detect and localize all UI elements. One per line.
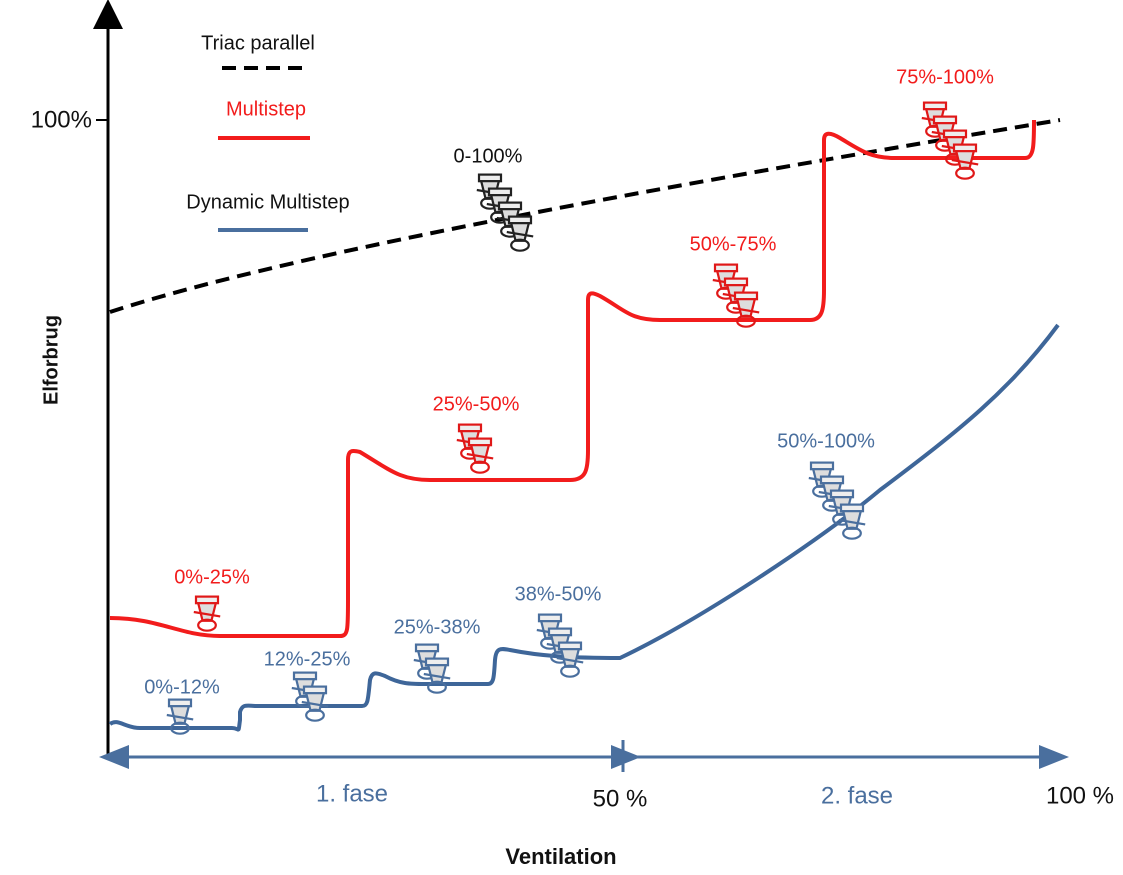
dynamic-label: 0%-12% — [144, 676, 220, 698]
fan-icon — [300, 685, 330, 722]
legend-label: Multistep — [226, 98, 306, 120]
x-label: 2. fase — [821, 782, 893, 809]
multistep-label: 0%-25% — [174, 566, 250, 588]
multistep-label: 50%-75% — [690, 233, 777, 255]
multistep-curve — [109, 119, 1036, 638]
multistep-label: 25%-50% — [433, 393, 520, 415]
y-tick-label: 100% — [31, 106, 92, 133]
fan-icon — [192, 595, 222, 632]
dynamic-label: 25%-38% — [394, 616, 481, 638]
dynamic-label: 50%-100% — [777, 430, 875, 452]
fan-icon — [837, 503, 867, 540]
triac-label: 0-100% — [454, 145, 523, 167]
fan-icon — [555, 641, 585, 678]
x-label: 1. fase — [316, 780, 388, 807]
dynamic-label: 38%-50% — [515, 583, 602, 605]
x-label: 50 % — [593, 785, 648, 812]
fan-icon — [465, 437, 495, 474]
fan-icon — [950, 143, 980, 180]
dynamic-label: 12%-25% — [264, 648, 351, 670]
fan-icon — [422, 657, 452, 694]
legend-label: Triac parallel — [201, 32, 315, 54]
x-label: 100 % — [1046, 782, 1114, 809]
legend-label: Dynamic Multistep — [186, 191, 349, 213]
y-axis-title: Elforbrug — [40, 315, 62, 405]
x-axis-title: Ventilation — [505, 844, 616, 869]
triac-curve — [109, 118, 1061, 314]
multistep-label: 75%-100% — [896, 66, 994, 88]
fan-icon — [505, 215, 535, 252]
dynamic-curve — [108, 323, 1060, 732]
